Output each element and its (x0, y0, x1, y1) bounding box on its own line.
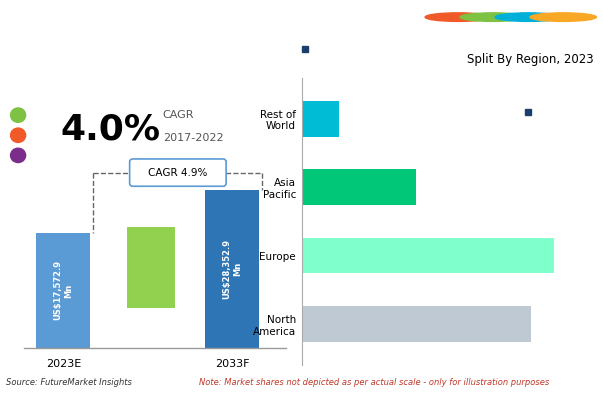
FancyBboxPatch shape (130, 159, 226, 186)
Circle shape (10, 148, 25, 162)
Text: 4.0%: 4.0% (60, 113, 160, 146)
Circle shape (495, 13, 561, 22)
Bar (302, 101, 339, 136)
Text: fmi: fmi (466, 45, 499, 63)
Text: Future Market Insights: Future Market Insights (452, 69, 513, 74)
Text: 2023-2033: 2023-2033 (12, 54, 91, 67)
Text: 2033F: 2033F (215, 359, 250, 369)
Bar (302, 238, 554, 273)
Circle shape (10, 128, 25, 142)
Bar (302, 306, 531, 342)
Text: 2023E: 2023E (46, 359, 81, 369)
Text: CAGR 4.9%: CAGR 4.9% (148, 168, 207, 178)
Text: CAGR: CAGR (163, 110, 194, 120)
Text: US$17,572.9
Mn: US$17,572.9 Mn (54, 261, 73, 320)
Text: Split By Region, 2023: Split By Region, 2023 (467, 53, 594, 66)
Bar (205, 190, 259, 348)
Circle shape (530, 13, 596, 22)
Text: 2017-2022: 2017-2022 (163, 133, 224, 143)
Circle shape (425, 13, 491, 22)
Bar (302, 170, 416, 205)
Text: Global Universal milling machine Market Analysis: Global Universal milling machine Market … (12, 18, 382, 32)
Text: US$28,352.9
Mn: US$28,352.9 Mn (223, 239, 242, 299)
Bar (127, 227, 175, 308)
Circle shape (460, 13, 526, 22)
Text: Source: FutureMarket Insights: Source: FutureMarket Insights (6, 377, 132, 387)
Bar (36, 233, 90, 348)
Text: Note: Market shares not depicted as per actual scale - only for illustration pur: Note: Market shares not depicted as per … (199, 377, 549, 387)
Circle shape (10, 108, 25, 122)
